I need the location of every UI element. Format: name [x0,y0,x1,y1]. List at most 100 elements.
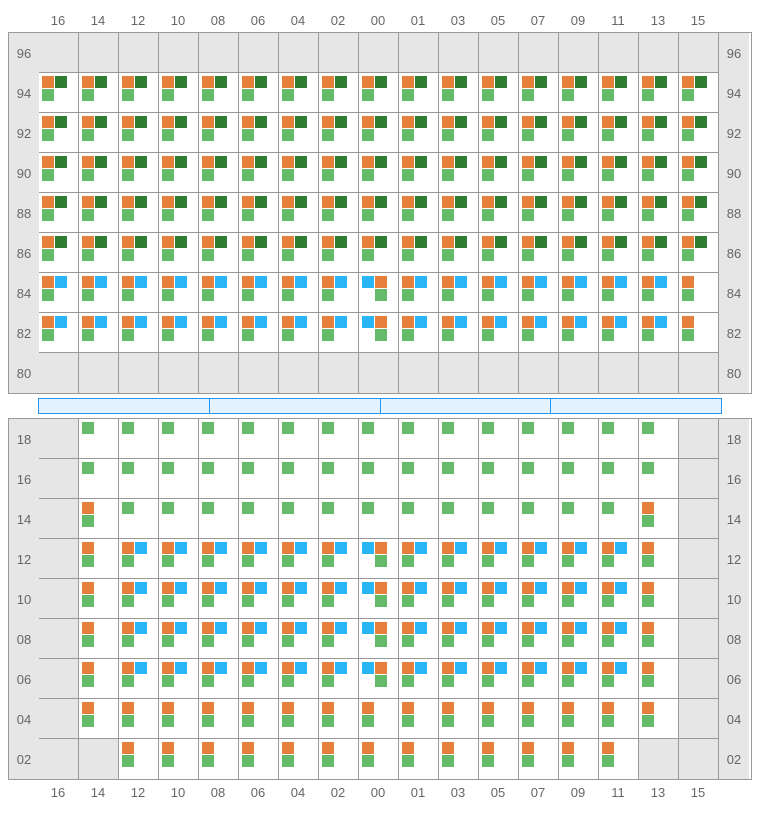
status-square [122,635,134,647]
grid-cell [519,273,559,313]
status-square [655,116,667,128]
status-square [202,209,214,221]
status-square [482,635,494,647]
status-square [282,196,294,208]
status-square [215,542,227,554]
status-square [295,316,307,328]
grid-cell [279,499,319,539]
status-square [495,622,507,634]
status-square [562,169,574,181]
status-square [602,129,614,141]
status-square [162,276,174,288]
grid-cell [679,353,719,393]
grid-cell [639,233,679,273]
grid-cell [639,419,679,459]
row-label: 86 [719,233,749,273]
status-square [42,236,54,248]
status-square [175,582,187,594]
status-square [482,116,494,128]
status-square [535,542,547,554]
status-square [602,675,614,687]
status-square [295,542,307,554]
grid-cell [119,699,159,739]
col-label: 15 [678,8,718,32]
status-square [122,622,134,634]
status-square [162,89,174,101]
status-square [135,662,147,674]
grid-cell [239,113,279,153]
grid-cell [279,419,319,459]
row-label: 12 [9,539,39,579]
row-label: 02 [9,739,39,779]
status-square [162,755,174,767]
status-square [562,116,574,128]
grid-cell [39,579,79,619]
status-square [415,542,427,554]
grid-cell [479,353,519,393]
status-square [602,209,614,221]
status-square [202,675,214,687]
grid-cell [679,659,719,699]
status-square [575,316,587,328]
grid-cell [639,113,679,153]
status-square [122,422,134,434]
grid-cell [439,233,479,273]
status-square [122,316,134,328]
status-square [642,116,654,128]
status-square [402,742,414,754]
status-square [442,715,454,727]
status-square [642,169,654,181]
grid-cell [279,739,319,779]
row-label: 16 [719,459,749,499]
status-square [362,196,374,208]
status-square [362,209,374,221]
grid-cell [79,619,119,659]
grid-cell [519,353,559,393]
grid-cell [159,33,199,73]
grid-cell [279,699,319,739]
status-square [295,76,307,88]
status-square [375,622,387,634]
grid-cell [79,579,119,619]
status-square [162,422,174,434]
status-square [642,276,654,288]
grid-cell [79,739,119,779]
grid-cell [639,33,679,73]
status-square [495,116,507,128]
status-square [362,675,374,687]
row-label: 92 [9,113,39,153]
grid-cell [119,353,159,393]
status-square [642,196,654,208]
status-square [322,662,334,674]
col-label: 08 [198,8,238,32]
status-square [455,236,467,248]
status-square [402,635,414,647]
status-square [615,662,627,674]
status-square [202,622,214,634]
status-square [482,622,494,634]
status-square [122,289,134,301]
status-square [162,462,174,474]
status-square [202,196,214,208]
status-square [362,329,374,341]
status-square [282,169,294,181]
status-square [282,595,294,607]
status-square [162,635,174,647]
status-square [282,209,294,221]
grid-cell [39,313,79,353]
status-square [442,169,454,181]
grid-cell [559,33,599,73]
grid-cell [79,233,119,273]
status-square [322,236,334,248]
status-square [562,715,574,727]
grid-cell [119,233,159,273]
status-square [335,156,347,168]
status-square [522,276,534,288]
separator [8,398,752,414]
col-label: 13 [638,780,678,804]
status-square [455,662,467,674]
status-square [575,622,587,634]
status-square [522,702,534,714]
status-square [122,329,134,341]
status-square [362,635,374,647]
